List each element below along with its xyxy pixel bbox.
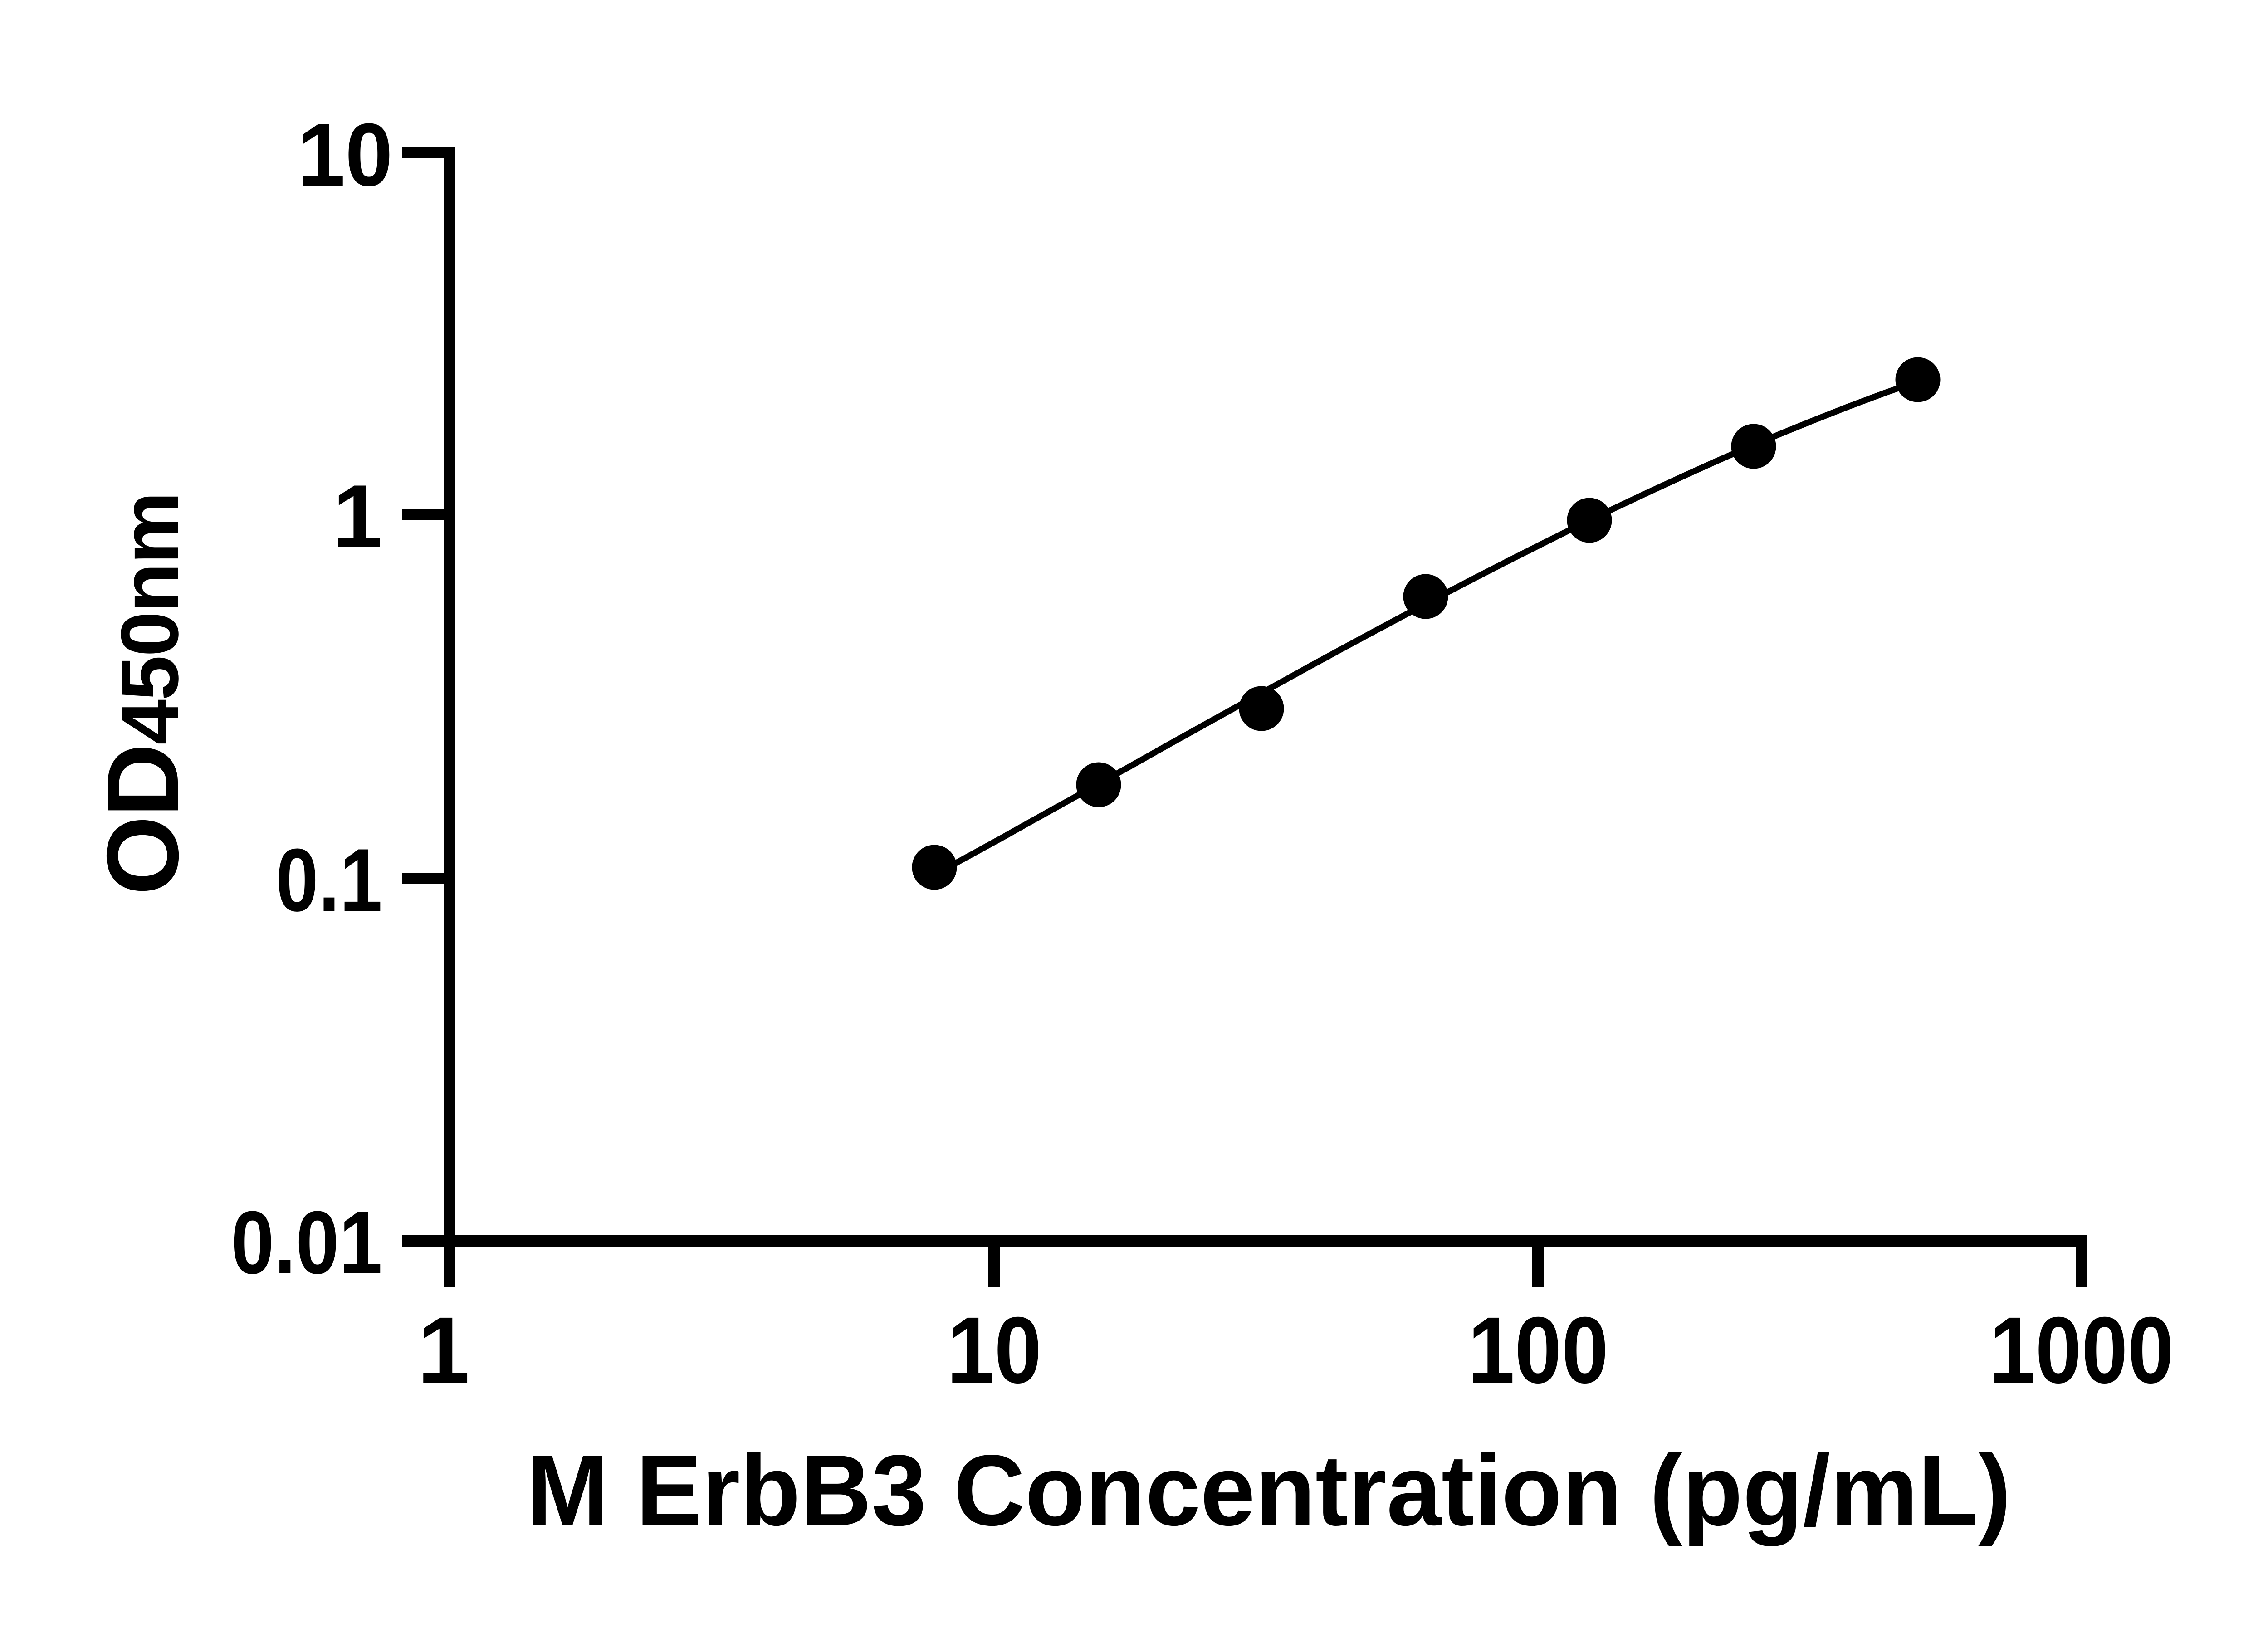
svg-text:10: 10 (947, 1298, 1042, 1403)
svg-text:10: 10 (298, 105, 393, 205)
svg-text:OD450nm: OD450nm (85, 493, 200, 895)
svg-text:1000: 1000 (1989, 1298, 2174, 1403)
svg-text:100: 100 (1468, 1298, 1608, 1403)
svg-text:1: 1 (332, 466, 382, 566)
svg-text:1: 1 (417, 1298, 470, 1403)
svg-text:0.01: 0.01 (231, 1193, 382, 1292)
svg-text:0.1: 0.1 (276, 830, 382, 930)
svg-text:M ErbB3 Concentration (pg/mL): M ErbB3 Concentration (pg/mL) (527, 1434, 2011, 1547)
